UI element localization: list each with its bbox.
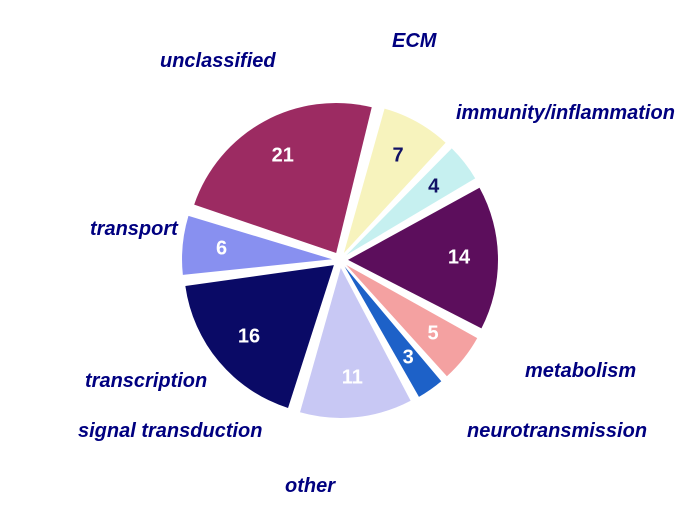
slice-label: other <box>285 475 335 498</box>
slice-value: 21 <box>272 144 294 167</box>
slice-value: 4 <box>428 175 439 198</box>
slice-value: 6 <box>216 237 227 260</box>
slice-label: metabolism <box>525 360 636 383</box>
slice-value: 16 <box>238 325 260 348</box>
slice-label: transport <box>90 218 178 241</box>
pie-chart: 6 ECM 21 immunity/inflammation 7 metabolism 4 n… <box>0 0 685 517</box>
slice-value: 14 <box>448 247 470 270</box>
slice-label: ECM <box>392 30 436 53</box>
slice-value: 3 <box>403 346 414 369</box>
slice-value: 7 <box>393 145 404 168</box>
slice-label: neurotransmission <box>467 420 647 443</box>
slice-label: signal transduction <box>78 420 262 443</box>
slice-value: 11 <box>342 367 363 390</box>
slice-label: unclassified <box>160 50 276 73</box>
slice-label: immunity/inflammation <box>456 102 675 125</box>
slice-label: transcription <box>85 370 207 393</box>
slice-value: 5 <box>428 323 439 346</box>
